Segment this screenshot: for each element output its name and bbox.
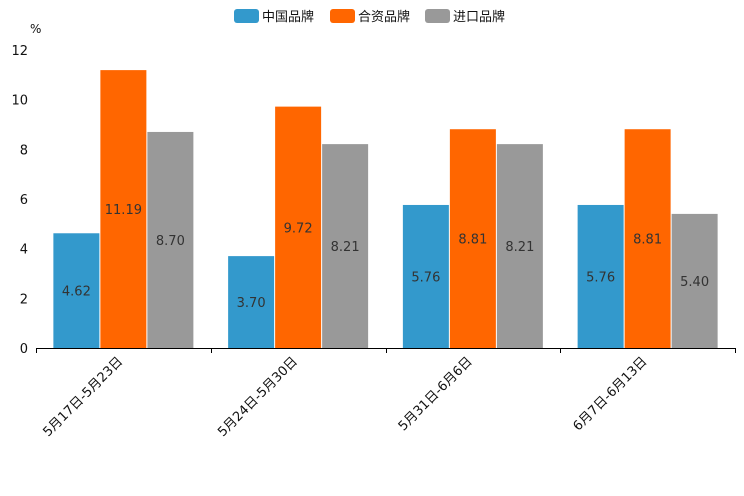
y-tick-label: 4: [20, 243, 28, 258]
y-axis-unit-label: %: [30, 22, 41, 36]
bar[interactable]: [228, 256, 275, 348]
bar[interactable]: [53, 233, 100, 348]
bar[interactable]: [402, 204, 449, 348]
bar-value-label: 9.72: [284, 221, 313, 236]
legend-swatch: [425, 9, 450, 23]
bar-value-label: 3.70: [237, 296, 266, 311]
bars-group: 4.62 11.19 8.70 3.70 9.72 8.21 5.76 8.81 8.21 5.7…: [53, 70, 718, 349]
x-category-label: 6月7日-6月13日: [571, 354, 651, 434]
bar[interactable]: [671, 213, 718, 348]
y-tick-label: 10: [11, 94, 28, 109]
bar[interactable]: [275, 106, 322, 349]
bar[interactable]: [449, 129, 496, 348]
bar-value-label: 11.19: [105, 203, 142, 218]
bar-value-label: 5.76: [411, 270, 440, 285]
legend-item[interactable]: 合资品牌: [330, 9, 410, 25]
y-tick-label: 12: [11, 44, 28, 59]
legend-item[interactable]: 中国品牌: [234, 9, 314, 25]
bar-value-label: 4.62: [62, 285, 91, 300]
x-category-label: 5月17日-5月23日: [40, 354, 126, 440]
x-category-label: 5月31日-6月6日: [396, 354, 476, 434]
bar-value-label: 5.40: [680, 275, 709, 290]
bar-value-label: 8.21: [331, 240, 360, 255]
y-tick-label: 2: [20, 292, 28, 307]
y-tick-label: 6: [20, 193, 28, 208]
bar-value-label: 8.70: [156, 234, 185, 249]
y-axis: 0 2 4 6 8 10 12: [11, 44, 28, 357]
x-category-label: 5月24日-5月30日: [215, 354, 301, 440]
y-tick-label: 0: [20, 342, 28, 357]
legend-swatch: [330, 9, 355, 23]
bar[interactable]: [100, 70, 147, 349]
legend-label: 合资品牌: [358, 9, 410, 25]
x-axis: 5月17日-5月23日 5月24日-5月30日 5月31日-6月6日 6月7日-6月1…: [36, 348, 736, 440]
bar-value-label: 8.81: [633, 233, 662, 248]
chart-legend: 中国品牌 合资品牌 进口品牌: [234, 9, 505, 25]
bar-value-label: 8.21: [505, 240, 534, 255]
bar[interactable]: [147, 131, 194, 348]
y-tick-label: 8: [20, 143, 28, 158]
legend-swatch: [234, 9, 259, 23]
bar[interactable]: [624, 129, 671, 348]
bar-value-label: 5.76: [586, 270, 615, 285]
bar[interactable]: [577, 204, 624, 348]
legend-label: 进口品牌: [453, 9, 505, 25]
bar[interactable]: [496, 144, 543, 348]
legend-label: 中国品牌: [262, 9, 314, 25]
legend-item[interactable]: 进口品牌: [425, 9, 505, 25]
bar-value-label: 8.81: [458, 233, 487, 248]
bar[interactable]: [322, 144, 369, 348]
